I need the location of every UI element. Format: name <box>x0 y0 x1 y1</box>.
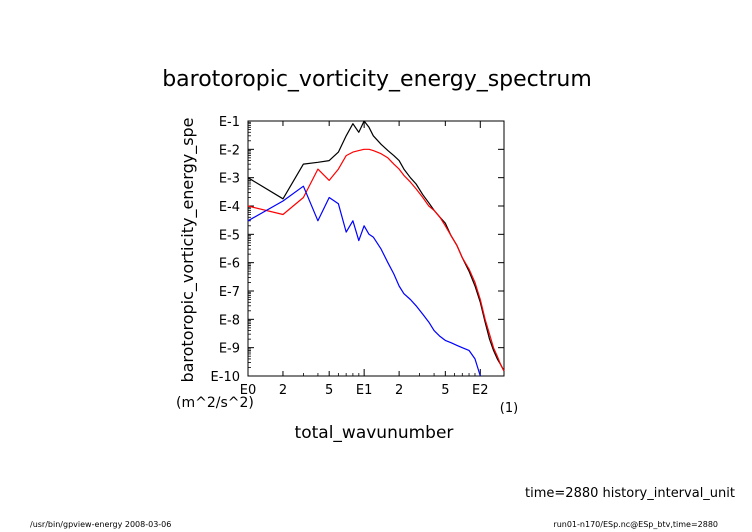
x-tick-label: E1 <box>356 383 373 398</box>
y-axis-unit: (m^2/s^2) <box>176 395 254 411</box>
y-tick-label: E-9 <box>219 342 240 357</box>
y-tick-label: E-2 <box>219 143 240 158</box>
series-line-3 <box>247 185 481 377</box>
x-tick-label: E2 <box>472 383 489 398</box>
series-line-2 <box>247 148 505 372</box>
y-tick-label: E-1 <box>219 115 240 130</box>
x-axis-label: total_wavunumber <box>295 423 454 443</box>
x-tick-label: 5 <box>325 383 333 398</box>
y-tick-label: E-3 <box>219 172 240 187</box>
y-tick-label: E-5 <box>219 228 240 243</box>
y-tick-label: E-7 <box>219 285 240 300</box>
x-axis-unit: (1) <box>500 401 518 416</box>
axes <box>247 120 505 377</box>
source-info: run01-n170/ESp.nc@ESp_btv,time=2880 <box>553 520 718 529</box>
x-tick-label: 5 <box>441 383 449 398</box>
y-tick-label: E-4 <box>219 200 240 215</box>
y-axis-label: barotoropic_vorticity_energy_spe <box>178 117 198 382</box>
time-info: time=2880 history_interval_unit <box>525 486 735 501</box>
y-tick-label: E-10 <box>211 370 240 385</box>
series-group <box>247 120 505 377</box>
plot-frame <box>247 120 505 377</box>
x-tick-label: 2 <box>395 383 403 398</box>
chart-title: barotoropic_vorticity_energy_spectrum <box>162 67 592 92</box>
x-tick-label: E0 <box>240 383 257 398</box>
program-info: /usr/bin/gpview-energy 2008-03-06 <box>30 520 171 529</box>
y-tick-label: E-8 <box>219 313 240 328</box>
ticks: E-10 E-9 E-8 E-7 E-6 E-5 E-4 E-3 E-2 E-1 E0 2 5 E1 2 5 E… <box>211 115 504 398</box>
x-tick-label: 2 <box>279 383 287 398</box>
y-tick-label: E-6 <box>219 257 240 272</box>
series-line-1 <box>247 120 505 372</box>
